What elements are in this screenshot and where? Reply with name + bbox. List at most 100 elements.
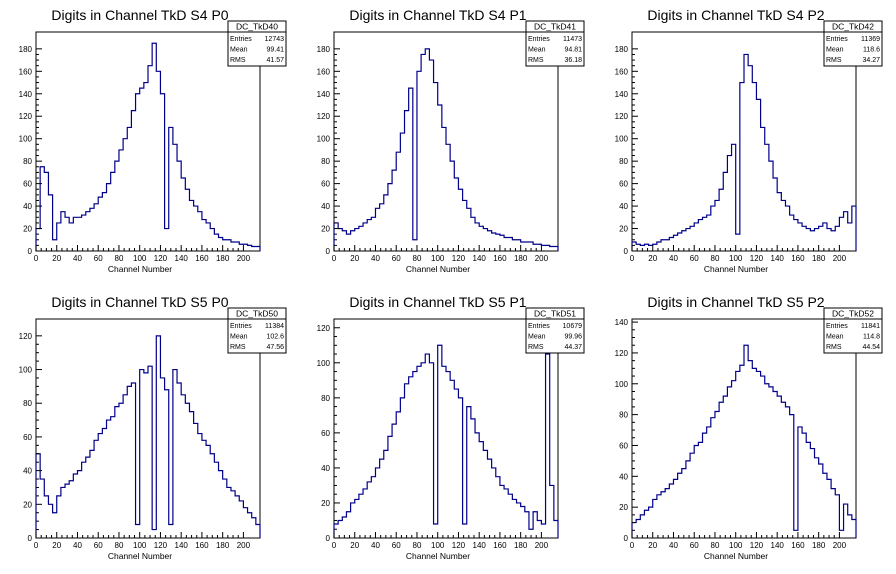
histogram-bin	[736, 234, 740, 251]
y-tick-label: 20	[23, 500, 32, 509]
histogram-bin	[707, 427, 711, 538]
stats-name: DC_TkD40	[236, 22, 278, 32]
histogram-bin	[438, 345, 442, 538]
x-tick-label: 20	[648, 254, 657, 263]
x-tick-label: 40	[73, 254, 82, 263]
histogram-bin	[86, 212, 90, 251]
histogram-bin	[852, 206, 856, 251]
histogram-bin	[736, 371, 740, 538]
y-tick-label: 60	[23, 180, 32, 189]
y-tick-label: 80	[321, 394, 330, 403]
histogram-bin	[723, 396, 727, 538]
histogram-bin	[160, 94, 164, 251]
histogram-bin	[467, 407, 471, 538]
histogram-bin	[773, 178, 777, 251]
stats-box-frame	[823, 307, 883, 354]
histogram-bin	[73, 217, 77, 251]
histogram-bin	[657, 495, 661, 538]
histogram-bin	[719, 189, 723, 251]
histogram-bin	[790, 415, 794, 538]
histogram-bin	[334, 524, 338, 538]
histogram-bin	[517, 240, 521, 251]
x-tick-label: 160	[195, 541, 209, 550]
x-tick-label: 180	[514, 254, 528, 263]
x-tick-label: 40	[371, 254, 380, 263]
histogram-bin	[669, 484, 673, 538]
histogram-bin	[252, 518, 256, 538]
histogram-bin	[644, 510, 648, 538]
stats-box: DC_TkD42 Entries 11369 Mean 118.6 RMS 34.27	[823, 20, 883, 67]
histogram-bin	[819, 464, 823, 538]
stats-value-mean: 118.6	[863, 47, 880, 54]
histogram-bin	[359, 494, 363, 538]
histogram-bin	[748, 66, 752, 251]
histogram-bin	[107, 420, 111, 538]
x-tick-label: 100	[729, 254, 743, 263]
stats-name: DC_TkD41	[534, 22, 576, 32]
y-tick-label: 140	[317, 90, 331, 99]
histogram-bin	[794, 220, 798, 251]
stats-label-entries: Entries	[230, 36, 252, 43]
histogram-bin	[463, 200, 467, 251]
stats-label-entries: Entries	[230, 323, 252, 330]
histogram-bin	[732, 144, 736, 251]
histogram-bin	[496, 234, 500, 251]
y-tick-label: 100	[317, 135, 331, 144]
x-tick-label: 100	[431, 541, 445, 550]
stats-label-rms: RMS	[230, 344, 246, 351]
stats-box-frame	[227, 307, 287, 354]
histogram-bin	[53, 513, 57, 538]
y-tick-label: 120	[19, 332, 33, 341]
histogram-bin	[848, 223, 852, 251]
histogram-bin	[194, 423, 198, 538]
histogram-bin	[790, 215, 794, 251]
histogram-bin	[500, 485, 504, 538]
x-tick-label: 80	[413, 254, 422, 263]
stats-label-mean: Mean	[230, 47, 248, 54]
histogram-panel-1: Digits in Channel TkD S4 P0 0 20 40 60 80 100 1…	[19, 7, 287, 274]
histogram-bin	[421, 54, 425, 251]
y-tick-label: 180	[317, 45, 331, 54]
x-tick-label: 120	[750, 254, 764, 263]
histogram-bin	[392, 424, 396, 538]
y-tick-label: 40	[619, 472, 628, 481]
histogram-bin	[346, 512, 350, 538]
histogram-bin	[160, 378, 164, 538]
histogram-bin	[173, 370, 177, 538]
histogram-bin	[156, 336, 160, 538]
histogram-bin	[794, 530, 798, 538]
histogram-bin	[90, 450, 94, 538]
histogram-bin	[835, 226, 839, 251]
histogram-bin	[690, 453, 694, 538]
histogram-bin	[458, 398, 462, 538]
histogram-bin	[185, 189, 189, 251]
histogram-bin	[425, 49, 429, 251]
x-tick-label: 120	[154, 541, 168, 550]
x-tick-label: 60	[94, 541, 103, 550]
histogram-bin	[554, 520, 558, 538]
histogram-bin	[177, 161, 181, 251]
x-tick-label: 120	[452, 541, 466, 550]
chart-title: Digits in Channel TkD S5 P2	[647, 294, 824, 310]
histogram-bin	[202, 220, 206, 251]
histogram-bin	[413, 240, 417, 251]
histogram-bin	[694, 223, 698, 251]
x-tick-label: 0	[332, 541, 337, 550]
histogram-bin	[409, 377, 413, 538]
histogram-bin	[831, 231, 835, 251]
histogram-bin	[144, 373, 148, 538]
histogram-bin	[227, 487, 231, 538]
y-tick-label: 40	[23, 202, 32, 211]
histogram-bin	[417, 71, 421, 251]
histogram-bin	[550, 247, 554, 251]
histogram-bin	[136, 94, 140, 251]
histogram-bin	[673, 235, 677, 251]
y-tick-label: 120	[19, 112, 33, 121]
stats-box-frame	[525, 20, 585, 67]
stats-name: DC_TkD51	[534, 309, 576, 319]
histogram-bin	[409, 88, 413, 251]
histogram-bin	[661, 492, 665, 538]
y-tick-label: 40	[321, 464, 330, 473]
histogram-bin	[380, 204, 384, 251]
